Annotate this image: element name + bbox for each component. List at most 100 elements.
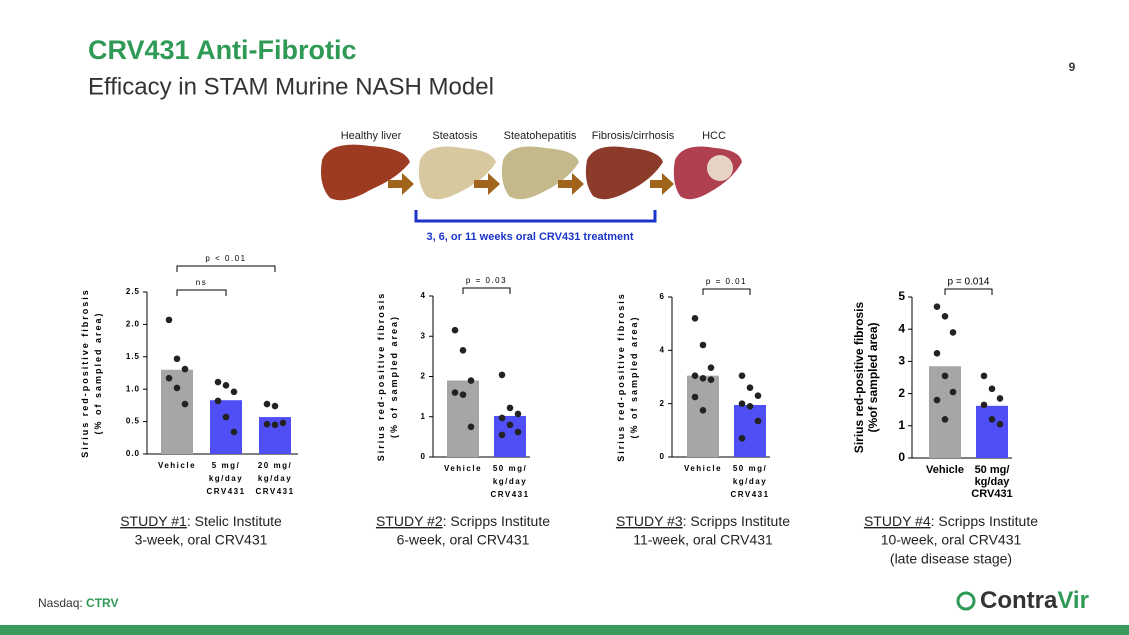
data-point	[271, 421, 279, 429]
liver-steatosis	[418, 146, 496, 200]
y-axis-label: Sirius red-positive fibrosis (% of sample…	[376, 292, 399, 462]
y-tick-label: 1.5	[126, 352, 140, 361]
data-point	[279, 419, 287, 427]
data-point	[996, 420, 1004, 428]
x-tick-label: CRV431	[730, 490, 769, 499]
y-tick-label: 0	[421, 452, 426, 461]
significance-bracket	[462, 287, 511, 294]
stage-label: HCC	[702, 130, 726, 142]
data-point	[746, 384, 754, 391]
treatment-bracket	[414, 210, 657, 223]
data-point	[933, 350, 941, 357]
y-tick-label: 2.5	[126, 287, 140, 296]
bar	[734, 405, 766, 457]
data-point	[691, 372, 699, 379]
liver-steatohepatitis	[501, 146, 579, 200]
x-tick-label: 5 mg/	[212, 461, 240, 470]
stage-label: Fibrosis/cirrhosis	[592, 130, 675, 142]
data-point	[746, 403, 754, 410]
data-point	[980, 372, 988, 380]
data-point	[181, 365, 189, 373]
data-point	[498, 431, 506, 439]
study-heading: STUDY #3: Scripps Institute	[616, 513, 790, 529]
bar	[161, 369, 193, 454]
arrows	[388, 173, 674, 195]
x-tick-label: kg/day	[209, 474, 243, 483]
data-point	[933, 396, 941, 404]
x-tick-label: CRV431	[971, 488, 1012, 500]
data-point	[467, 377, 475, 384]
data-point	[451, 389, 459, 396]
footer-text: Nasdaq: CTRV	[38, 596, 118, 610]
x-tick-label: CRV431	[206, 487, 245, 496]
data-point	[506, 404, 514, 412]
bar	[210, 400, 242, 454]
data-point	[214, 378, 222, 386]
data-point	[941, 313, 949, 320]
data-point	[707, 364, 715, 371]
y-tick-label: 4	[660, 345, 665, 354]
study-institute: : Scripps Institute	[931, 513, 1039, 529]
y-tick-label: 2	[898, 386, 905, 400]
x-tick-label: 50 mg/	[493, 464, 527, 473]
y-tick-label: 0	[898, 450, 905, 464]
subtitle: Efficacy in STAM Murine NASH Model	[88, 73, 494, 100]
data-point	[514, 410, 522, 418]
data-point	[498, 371, 506, 379]
significance-label: p = 0.01	[706, 277, 747, 286]
data-point	[222, 413, 230, 421]
data-point	[949, 388, 957, 396]
significance-label: ns	[196, 278, 207, 287]
y-tick-label: 0.0	[126, 449, 140, 458]
study-institute: : Stelic Institute	[187, 513, 282, 529]
data-point	[498, 414, 506, 422]
data-point	[707, 376, 715, 383]
data-point	[230, 428, 238, 436]
study-label: STUDY #3	[616, 513, 683, 529]
study-label: STUDY #2	[376, 513, 443, 529]
y-tick-label: 0.5	[126, 417, 140, 426]
data-point	[451, 326, 459, 334]
x-tick-label: kg/day	[493, 477, 527, 486]
study-detail: 6-week, oral CRV431	[397, 532, 530, 548]
x-tick-label: 20 mg/	[258, 461, 292, 470]
y-tick-label: 3	[898, 354, 905, 368]
data-point	[699, 375, 707, 382]
y-axis-label-line: (%of sampled area)	[866, 322, 880, 432]
data-point	[754, 417, 762, 425]
y-axis-label-line: (% of sampled area)	[629, 315, 639, 438]
x-tick-label: kg/day	[733, 477, 767, 486]
page-number: 9	[1069, 60, 1076, 74]
data-point	[980, 401, 988, 409]
significance-label: p = 0.014	[948, 277, 990, 288]
x-tick-label: Vehicle	[158, 461, 196, 470]
title: CRV431 Anti-Fibrotic	[88, 35, 357, 65]
data-point	[941, 372, 949, 380]
data-point	[988, 385, 996, 393]
data-point	[941, 416, 949, 423]
y-tick-label: 6	[660, 292, 665, 301]
data-point	[738, 435, 746, 442]
data-point	[933, 303, 941, 310]
stage-label: Healthy liver	[341, 130, 402, 142]
y-tick-label: 3	[421, 331, 426, 340]
study-detail: 11-week, oral CRV431	[633, 532, 773, 548]
data-point	[263, 420, 271, 428]
data-point	[222, 382, 230, 389]
y-tick-label: 2	[421, 372, 426, 381]
logo-vir: Vir	[1057, 587, 1089, 614]
exchange: Nasdaq:	[38, 596, 86, 610]
y-axis-label-line: Sirius red-positive fibrosis	[376, 292, 386, 462]
x-tick-label: Vehicle	[926, 464, 964, 476]
liver-healthy	[321, 144, 410, 201]
y-axis-label: Sirius red-positive fibrosis (% of sample…	[80, 288, 103, 458]
data-point	[988, 416, 996, 423]
y-tick-label: 4	[421, 291, 426, 300]
study-institute: : Scripps Institute	[443, 513, 551, 529]
logo-contra: Contra	[980, 587, 1058, 614]
study-label: STUDY #4	[864, 513, 931, 529]
x-tick-label: kg/day	[975, 476, 1011, 488]
treatment-label: 3, 6, or 11 weeks oral CRV431 treatment	[426, 231, 633, 243]
y-tick-label: 2	[660, 399, 665, 408]
data-point	[738, 372, 746, 379]
